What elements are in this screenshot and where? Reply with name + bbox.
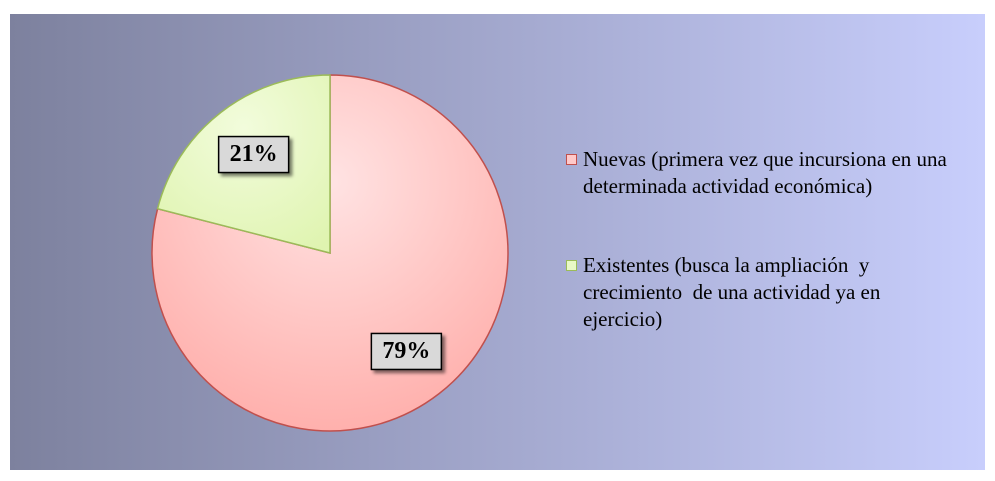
legend-entry: Existentes (busca la ampliación y crecim… bbox=[566, 252, 966, 333]
pie: 79% 21% bbox=[151, 74, 509, 432]
legend-label: Nuevas (primera vez que incursiona en un… bbox=[583, 147, 953, 198]
legend-swatch bbox=[566, 154, 577, 165]
data-label: 21% bbox=[230, 141, 278, 167]
legend-swatch bbox=[566, 260, 577, 271]
legend: Nuevas (primera vez que incursiona en un… bbox=[566, 146, 966, 385]
data-label-box bbox=[217, 135, 290, 174]
legend-entry: Nuevas (primera vez que incursiona en un… bbox=[566, 146, 966, 200]
legend-label: Existentes (busca la ampliación y crecim… bbox=[583, 253, 886, 331]
data-label-box bbox=[370, 332, 443, 371]
data-label: 79% bbox=[382, 338, 430, 364]
